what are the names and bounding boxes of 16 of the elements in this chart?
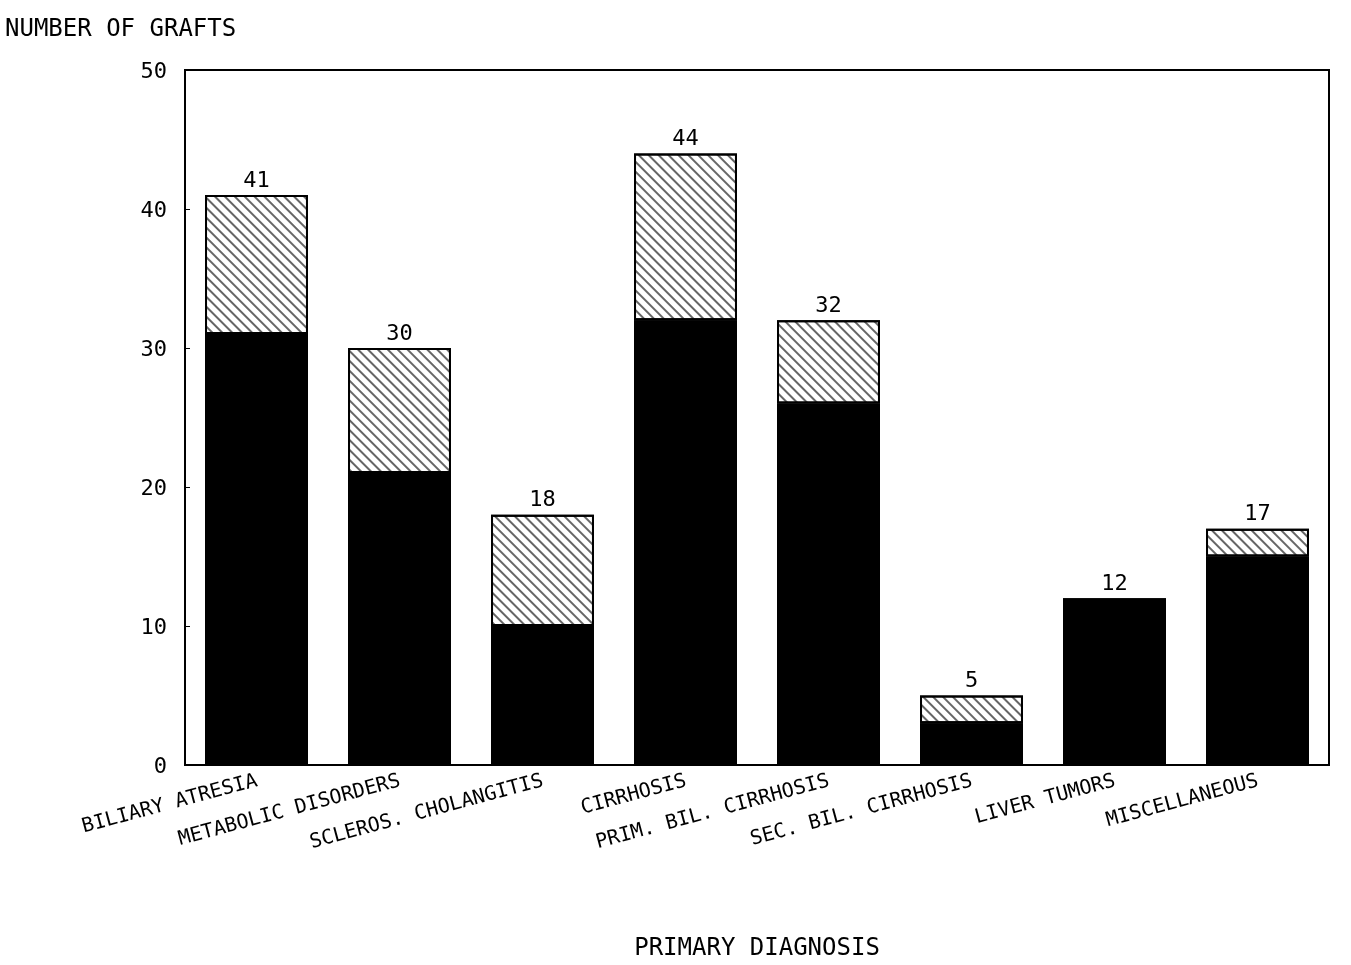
y-tick-label: 10 xyxy=(140,613,167,639)
total-label: 12 xyxy=(1101,569,1128,595)
total-label: 30 xyxy=(386,319,413,345)
x-axis-title: PRIMARY DIAGNOSIS xyxy=(634,933,880,961)
y-tick-label: 30 xyxy=(140,335,167,361)
y-tick-label: 0 xyxy=(153,752,167,778)
y-tick-label: 50 xyxy=(140,57,167,83)
total-label: 44 xyxy=(672,124,699,150)
total-label: 17 xyxy=(1244,500,1271,526)
y-tick-label: 40 xyxy=(140,196,167,222)
y-tick-label: 20 xyxy=(140,474,167,500)
total-label: 41 xyxy=(243,166,270,192)
total-label: 5 xyxy=(964,667,979,692)
total-label: 18 xyxy=(529,486,556,512)
total-label: 32 xyxy=(815,291,842,317)
y-axis-title: NUMBER OF GRAFTS xyxy=(5,14,237,42)
